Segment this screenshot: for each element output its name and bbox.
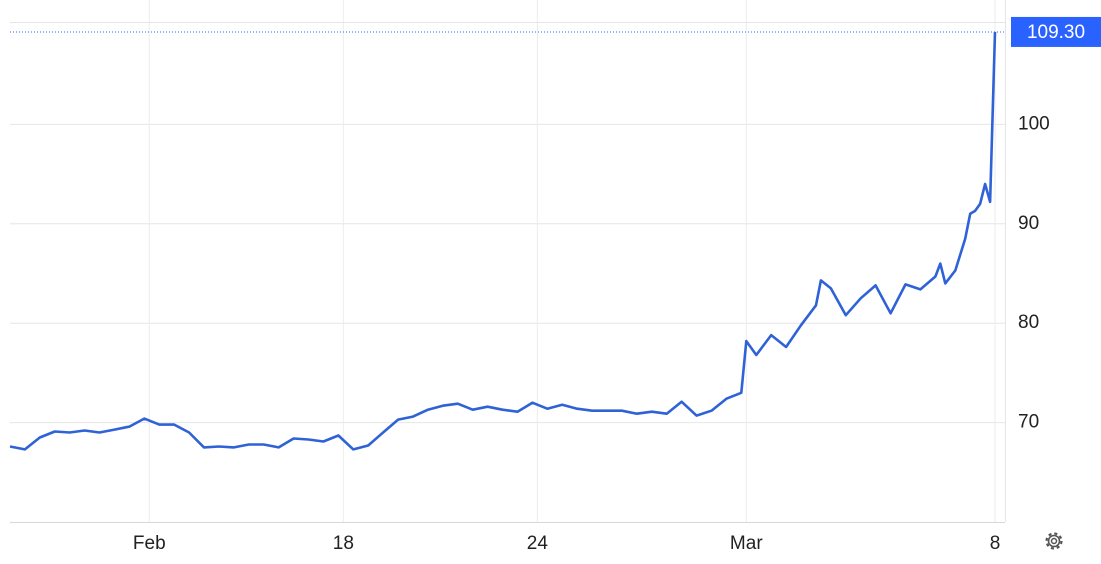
settings-icon[interactable] xyxy=(1045,532,1063,550)
x-tick-label: Feb xyxy=(133,533,166,554)
x-tick-label: Mar xyxy=(730,533,763,554)
x-tick-label: 18 xyxy=(333,533,354,554)
y-tick-label: 90 xyxy=(1018,213,1039,234)
y-tick-label: 80 xyxy=(1018,312,1039,333)
y-tick-label: 70 xyxy=(1018,412,1039,433)
last-price-badge xyxy=(1011,16,1101,47)
x-tick-label: 24 xyxy=(527,533,549,554)
y-tick-label: 100 xyxy=(1018,113,1050,134)
price-line xyxy=(9,31,997,451)
last-price-label: 109.30 xyxy=(1027,22,1085,43)
x-tick-label: 8 xyxy=(990,533,1001,554)
